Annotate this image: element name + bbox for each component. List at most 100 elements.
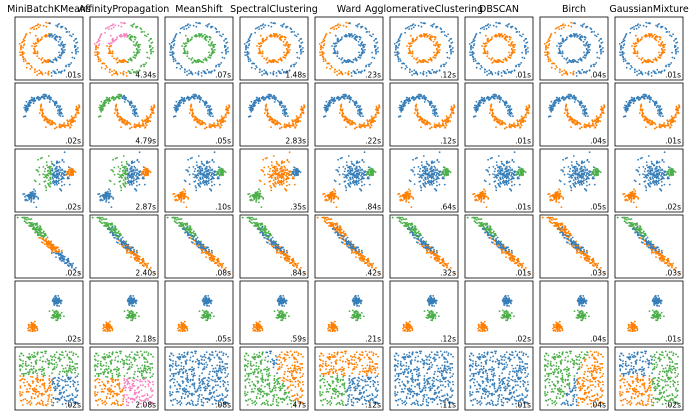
- data-point: [425, 72, 428, 74]
- data-point: [547, 38, 550, 41]
- data-point: [207, 112, 209, 115]
- data-point: [629, 27, 632, 30]
- data-point: [280, 39, 283, 42]
- data-point: [37, 95, 39, 98]
- data-point: [507, 40, 510, 43]
- data-point: [639, 39, 642, 42]
- data-point: [417, 24, 420, 27]
- data-point: [395, 41, 398, 44]
- data-point: [583, 114, 586, 116]
- data-point: [484, 45, 487, 48]
- data-point: [70, 35, 73, 38]
- data-point: [60, 72, 62, 74]
- data-point: [581, 25, 584, 28]
- data-point: [343, 118, 346, 120]
- data-point: [123, 22, 126, 24]
- data-point: [592, 63, 595, 66]
- data-point: [633, 26, 635, 28]
- data-point: [652, 34, 654, 37]
- data-point: [117, 93, 120, 96]
- data-point: [647, 122, 650, 124]
- data-point: [61, 159, 64, 162]
- data-point: [31, 26, 34, 29]
- data-point: [56, 25, 59, 28]
- column-title: DBSCAN: [479, 4, 519, 15]
- data-point: [52, 70, 55, 72]
- data-point: [196, 59, 199, 62]
- data-point: [48, 94, 50, 97]
- data-point: [319, 54, 322, 56]
- data-point: [77, 47, 79, 49]
- data-point: [181, 45, 183, 47]
- data-point: [53, 71, 56, 74]
- data-point: [366, 30, 368, 33]
- data-point: [450, 116, 452, 118]
- data-point: [172, 44, 175, 47]
- data-point: [288, 69, 291, 72]
- data-point: [437, 125, 439, 128]
- data-point: [490, 38, 493, 40]
- data-point: [583, 51, 585, 54]
- data-point: [375, 116, 377, 118]
- data-point: [61, 169, 63, 172]
- data-point: [184, 42, 187, 45]
- data-point: [435, 47, 438, 50]
- data-point: [29, 27, 32, 30]
- data-point: [268, 35, 271, 37]
- data-point: [400, 110, 403, 113]
- data-point: [627, 105, 630, 108]
- data-point: [209, 38, 211, 41]
- data-point: [492, 93, 495, 96]
- data-point: [146, 121, 149, 123]
- data-point: [329, 27, 332, 30]
- data-point: [431, 25, 434, 28]
- data-point: [47, 72, 49, 74]
- data-point: [634, 52, 637, 55]
- scatter-panel: .02s: [14, 148, 84, 213]
- data-point: [19, 54, 22, 56]
- data-point: [518, 124, 520, 127]
- data-point: [59, 115, 62, 117]
- data-point: [557, 102, 560, 105]
- data-point: [121, 118, 124, 121]
- data-point: [218, 120, 220, 123]
- data-point: [322, 58, 325, 61]
- data-point: [136, 25, 139, 28]
- data-point: [652, 121, 655, 124]
- data-point: [350, 61, 353, 63]
- data-point: [484, 34, 487, 37]
- data-point: [336, 40, 339, 43]
- data-point: [622, 58, 625, 61]
- data-point: [652, 70, 655, 72]
- data-point: [104, 31, 106, 34]
- scatter-panel: .07s: [164, 16, 234, 81]
- data-point: [547, 46, 549, 49]
- data-point: [364, 49, 366, 51]
- data-point: [183, 26, 185, 28]
- data-point: [197, 72, 200, 74]
- data-point: [128, 103, 131, 106]
- data-point: [294, 126, 297, 129]
- data-point: [149, 45, 152, 48]
- data-point: [26, 62, 28, 65]
- data-point: [49, 177, 52, 180]
- data-point: [270, 33, 272, 36]
- data-point: [58, 23, 60, 25]
- data-point: [417, 61, 419, 64]
- data-point: [571, 60, 574, 63]
- data-point: [61, 41, 64, 43]
- data-point: [470, 44, 472, 47]
- data-point: [636, 50, 639, 53]
- data-point: [442, 123, 445, 126]
- data-point: [245, 47, 247, 49]
- data-point: [583, 123, 586, 125]
- data-point: [516, 30, 518, 33]
- data-point: [203, 71, 206, 74]
- data-point: [446, 121, 449, 123]
- data-point: [29, 191, 32, 194]
- data-point: [134, 115, 137, 117]
- data-point: [248, 106, 251, 109]
- data-point: [319, 51, 321, 54]
- data-point: [184, 68, 186, 71]
- data-point: [267, 112, 270, 115]
